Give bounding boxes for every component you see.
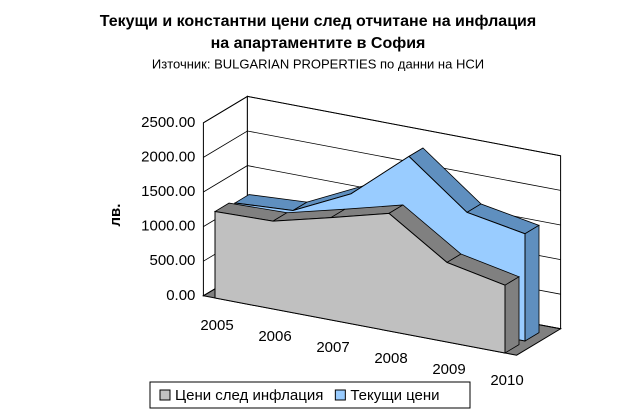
grid-line [203,130,561,191]
y-tick-label: 500.00 [150,252,196,269]
area-side [524,224,540,342]
legend [149,381,471,409]
legend-swatch [334,389,346,401]
grid-line [203,95,561,157]
y-tick-label: 2500.00 [141,114,195,131]
x-tick-label: 2006 [258,328,291,345]
chart-subtitle: Източник: BULGARIAN PROPERTIES по данни … [152,56,484,71]
legend-swatch [159,389,171,401]
area [214,210,506,354]
legend-label: Цени след инфлация [175,387,323,404]
x-tick-label: 2010 [490,372,523,389]
y-tick-label: 2000.00 [141,148,195,165]
x-tick-label: 2007 [316,339,349,356]
x-tick-label: 2009 [432,361,465,378]
chart-title: Текущи и константни цени след отчитане н… [100,13,536,30]
x-tick-label: 2005 [200,317,233,334]
y-tick-label: 1000.00 [141,218,195,235]
y-axis-label: лв. [107,204,124,227]
area-side [504,276,520,354]
x-tick-label: 2008 [374,350,407,367]
chart-title: на апартаментите в София [211,35,426,52]
y-tick-label: 1500.00 [141,183,195,200]
legend-label: Текущи цени [350,387,439,404]
y-tick-label: 0.00 [166,287,195,304]
